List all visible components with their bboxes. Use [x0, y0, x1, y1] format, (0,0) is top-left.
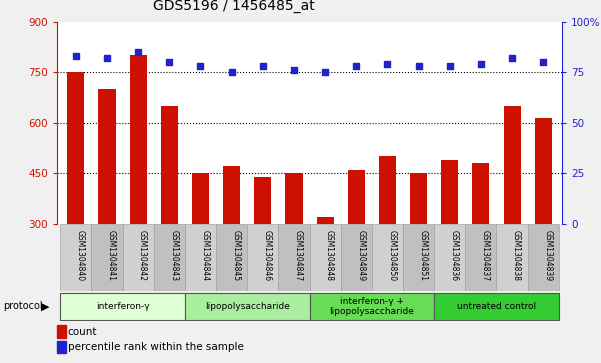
Bar: [341, 224, 372, 291]
Point: [196, 63, 206, 69]
Point: [102, 55, 112, 61]
Text: GSM1304843: GSM1304843: [169, 230, 178, 281]
Text: GDS5196 / 1456485_at: GDS5196 / 1456485_at: [153, 0, 315, 13]
Text: protocol: protocol: [3, 301, 43, 311]
Bar: [310, 224, 341, 291]
Bar: [154, 224, 185, 291]
Bar: [410, 173, 427, 224]
Text: GSM1304848: GSM1304848: [325, 230, 334, 281]
Text: GSM1304836: GSM1304836: [450, 230, 459, 281]
Bar: [57, 325, 66, 338]
Bar: [60, 224, 91, 291]
Text: percentile rank within the sample: percentile rank within the sample: [68, 342, 243, 352]
Point: [258, 63, 267, 69]
Bar: [160, 106, 178, 224]
Bar: [192, 173, 209, 224]
Text: untreated control: untreated control: [457, 302, 536, 311]
FancyBboxPatch shape: [60, 293, 185, 320]
Text: GSM1304844: GSM1304844: [201, 230, 209, 281]
Text: GSM1304840: GSM1304840: [76, 230, 85, 281]
Bar: [465, 224, 496, 291]
Bar: [379, 156, 396, 224]
Bar: [91, 224, 123, 291]
Point: [413, 63, 423, 69]
Text: interferon-γ +
lipopolysaccharide: interferon-γ + lipopolysaccharide: [329, 297, 414, 316]
FancyBboxPatch shape: [434, 293, 559, 320]
Point: [445, 63, 454, 69]
Point: [476, 61, 486, 67]
Bar: [67, 72, 84, 224]
Text: GSM1304851: GSM1304851: [418, 230, 427, 281]
Bar: [496, 224, 528, 291]
Point: [71, 53, 81, 59]
Bar: [123, 224, 154, 291]
Bar: [504, 106, 520, 224]
Point: [507, 55, 517, 61]
Text: GSM1304847: GSM1304847: [294, 230, 303, 281]
Bar: [535, 118, 552, 224]
Bar: [57, 341, 66, 353]
Point: [133, 49, 143, 55]
Bar: [372, 224, 403, 291]
Bar: [278, 224, 310, 291]
Bar: [130, 56, 147, 224]
Bar: [216, 224, 247, 291]
Text: GSM1304841: GSM1304841: [107, 230, 116, 281]
Text: GSM1304838: GSM1304838: [512, 230, 521, 281]
Bar: [434, 224, 465, 291]
Bar: [99, 89, 115, 224]
Text: lipopolysaccharide: lipopolysaccharide: [205, 302, 290, 311]
Bar: [403, 224, 434, 291]
Text: GSM1304842: GSM1304842: [138, 230, 147, 281]
FancyBboxPatch shape: [185, 293, 310, 320]
Text: GSM1304846: GSM1304846: [263, 230, 272, 281]
Bar: [528, 224, 559, 291]
Text: ▶: ▶: [41, 301, 49, 311]
Point: [227, 69, 236, 75]
Point: [165, 59, 174, 65]
Bar: [348, 170, 365, 224]
Text: GSM1304845: GSM1304845: [231, 230, 240, 281]
Text: count: count: [68, 327, 97, 337]
Bar: [317, 217, 334, 224]
Bar: [223, 166, 240, 224]
Point: [383, 61, 392, 67]
Bar: [247, 224, 278, 291]
Bar: [254, 176, 271, 224]
Text: GSM1304849: GSM1304849: [356, 230, 365, 281]
Bar: [185, 224, 216, 291]
Point: [352, 63, 361, 69]
Bar: [472, 163, 489, 224]
Text: interferon-γ: interferon-γ: [96, 302, 150, 311]
Point: [538, 59, 548, 65]
Text: GSM1304839: GSM1304839: [543, 230, 552, 281]
Bar: [285, 173, 302, 224]
Text: GSM1304837: GSM1304837: [481, 230, 490, 281]
FancyBboxPatch shape: [310, 293, 434, 320]
Point: [320, 69, 330, 75]
Bar: [441, 160, 459, 224]
Point: [289, 67, 299, 73]
Text: GSM1304850: GSM1304850: [388, 230, 397, 281]
